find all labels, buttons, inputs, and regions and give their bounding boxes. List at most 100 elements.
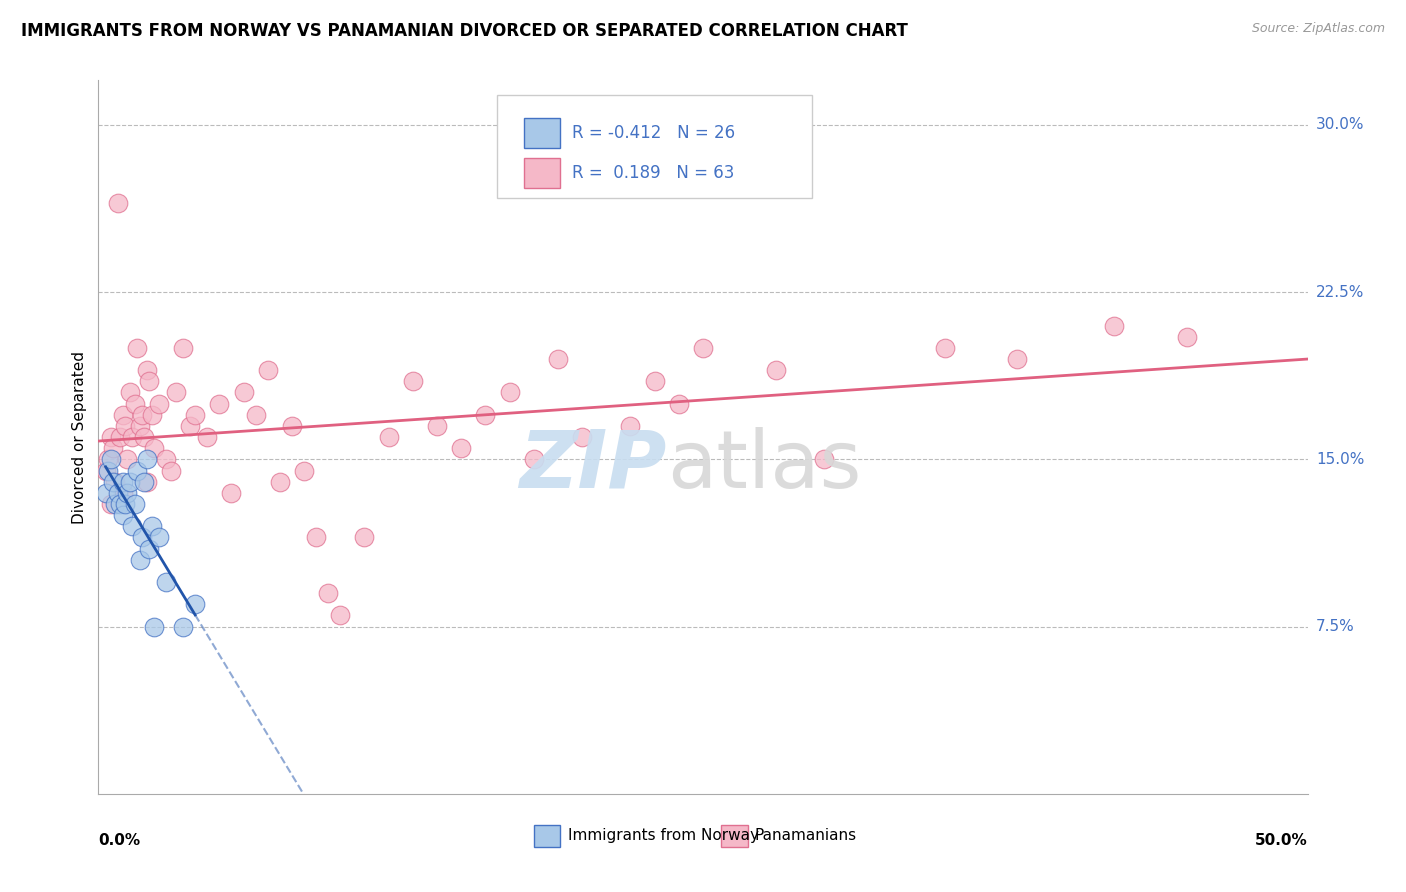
Point [114,419,136,434]
Point [245,408,267,422]
Point [131,408,153,422]
Text: 0.0%: 0.0% [98,833,141,847]
Point [111,408,134,422]
Point [121,430,143,444]
Bar [721,824,748,847]
Point [305,530,328,544]
Point [124,497,146,511]
Point [135,452,157,467]
Point [668,396,690,410]
Text: ZIP: ZIP [519,426,666,505]
Text: 7.5%: 7.5% [1316,619,1354,634]
Point [765,363,787,377]
Point [138,541,160,556]
Point [184,408,207,422]
Point [160,464,183,478]
Point [571,430,593,444]
Point [172,341,194,355]
Point [221,485,243,500]
Point [281,419,304,434]
Point [143,619,166,633]
Point [111,508,134,523]
Point [111,485,134,500]
Point [100,452,122,467]
Point [692,341,714,355]
Point [292,464,315,478]
Point [1102,318,1125,333]
Point [644,375,666,389]
Point [121,519,143,533]
Point [104,497,127,511]
Point [1175,330,1198,344]
Point [107,485,129,500]
Point [118,385,141,400]
Point [934,341,956,355]
Point [232,385,254,400]
Point [208,396,231,410]
Point [498,385,520,400]
Bar [534,824,561,847]
Text: 50.0%: 50.0% [1254,833,1308,847]
Point [179,419,201,434]
Point [127,464,149,478]
Point [148,396,170,410]
Point [155,575,177,590]
Point [114,497,136,511]
FancyBboxPatch shape [498,95,811,198]
Bar [524,118,561,148]
Text: R =  0.189   N = 63: R = 0.189 N = 63 [572,164,735,182]
Point [813,452,835,467]
Point [134,430,156,444]
Point [402,375,425,389]
Point [148,530,170,544]
Point [269,475,291,489]
Point [619,419,641,434]
Point [316,586,339,600]
Point [353,530,375,544]
Point [256,363,278,377]
Point [128,552,150,567]
Text: atlas: atlas [666,426,860,505]
Point [127,341,149,355]
Point [107,195,129,210]
Text: 30.0%: 30.0% [1316,118,1364,132]
Bar [524,158,561,188]
Point [141,408,163,422]
Point [138,375,160,389]
Point [108,497,131,511]
Point [450,441,472,455]
Point [128,419,150,434]
Point [118,475,141,489]
Point [97,452,120,467]
Point [426,419,449,434]
Point [131,530,153,544]
Point [141,519,163,533]
Point [101,441,124,455]
Y-axis label: Divorced or Separated: Divorced or Separated [72,351,87,524]
Point [135,475,157,489]
Point [101,475,124,489]
Point [1007,351,1029,366]
Point [117,452,139,467]
Point [111,475,134,489]
Point [184,598,207,612]
Text: 15.0%: 15.0% [1316,452,1364,467]
Point [94,485,117,500]
Point [108,430,131,444]
Point [523,452,546,467]
Point [124,396,146,410]
Point [474,408,496,422]
Point [547,351,569,366]
Point [195,430,218,444]
Point [135,363,157,377]
Point [94,464,117,478]
Text: Panamanians: Panamanians [755,829,858,844]
Point [155,452,177,467]
Point [377,430,399,444]
Text: Source: ZipAtlas.com: Source: ZipAtlas.com [1251,22,1385,36]
Point [104,475,127,489]
Text: IMMIGRANTS FROM NORWAY VS PANAMANIAN DIVORCED OR SEPARATED CORRELATION CHART: IMMIGRANTS FROM NORWAY VS PANAMANIAN DIV… [21,22,908,40]
Text: R = -0.412   N = 26: R = -0.412 N = 26 [572,124,735,142]
Point [100,497,122,511]
Point [143,441,166,455]
